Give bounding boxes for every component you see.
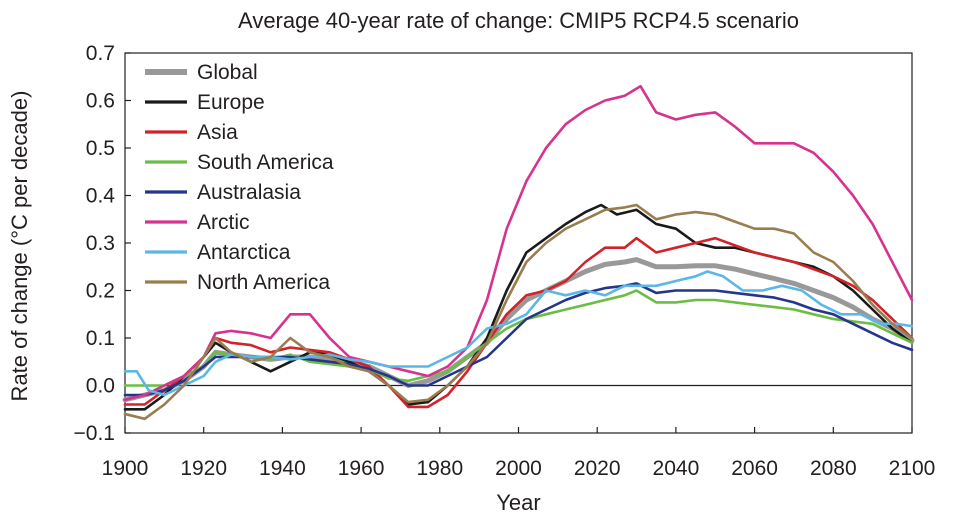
legend-label: South America <box>197 151 334 174</box>
legend-label: Australasia <box>197 181 301 204</box>
series-line-arctic <box>123 84 914 402</box>
chart-title: Average 40-year rate of change: CMIP5 RC… <box>238 8 799 33</box>
legend-label: Europe <box>197 91 265 114</box>
y-tick-label: 0.2 <box>86 280 115 303</box>
legend-label: Global <box>197 61 258 84</box>
x-tick-label: 2060 <box>731 457 778 480</box>
x-axis-label: Year <box>496 490 541 515</box>
y-tick-label: 0.3 <box>86 232 115 255</box>
x-tick-label: 2080 <box>810 457 857 480</box>
legend-label: Antarctica <box>197 241 291 264</box>
x-tick-label: 2100 <box>889 457 936 480</box>
y-tick-label: 0.1 <box>86 327 115 350</box>
y-tick-label: 0.0 <box>86 375 115 398</box>
x-tick-label: 1900 <box>102 457 149 480</box>
y-tick-label: 0.4 <box>86 185 116 208</box>
y-tick-label: 0.6 <box>86 90 115 113</box>
x-tick-label: 1980 <box>416 457 463 480</box>
legend-label: Asia <box>197 121 238 144</box>
legend: Global Europe Asia South America Australasia… <box>145 61 334 294</box>
x-tick-label: 1960 <box>338 457 385 480</box>
axes: 1900 1920 1940 1960 1980 2000 2020 2040 2060 2080… <box>74 42 936 480</box>
x-tick-label: 1920 <box>180 457 227 480</box>
series-line-north-america <box>123 203 914 421</box>
x-tick-label: 2040 <box>653 457 700 480</box>
x-tick-label: 1940 <box>259 457 306 480</box>
series-line-australasia <box>123 282 914 397</box>
x-tick-label: 2000 <box>495 457 542 480</box>
legend-label: Arctic <box>197 211 250 234</box>
y-tick-label: 0.7 <box>86 42 115 65</box>
y-tick-label: 0.5 <box>86 137 115 160</box>
legend-label: North America <box>197 271 330 294</box>
series-layer <box>122 84 915 421</box>
y-tick-label: −0.1 <box>74 422 115 445</box>
x-tick-label: 2020 <box>574 457 621 480</box>
series-line-asia <box>123 236 914 409</box>
